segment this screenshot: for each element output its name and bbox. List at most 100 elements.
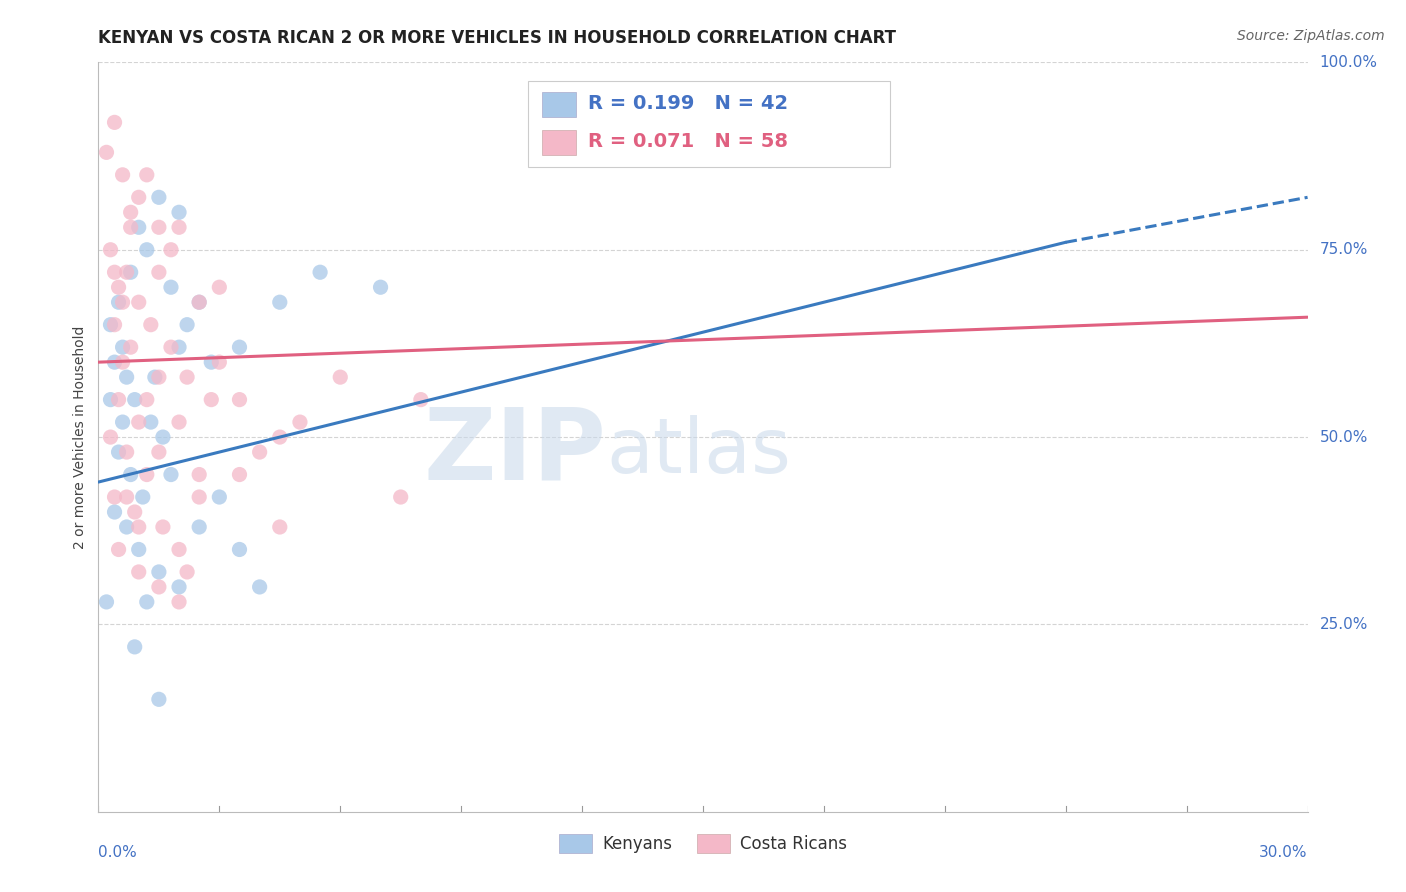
Point (208, 355, 231, 369)
Text: 75.0%: 75.0% (1320, 243, 1368, 257)
Point (148, 445, 170, 459)
Point (228, 542, 250, 557)
Point (128, 190, 150, 204)
Point (309, 265, 332, 279)
Point (135, 243, 157, 257)
Point (100, 318, 122, 332)
Y-axis label: 2 or more Vehicles in Household: 2 or more Vehicles in Household (73, 326, 87, 549)
Point (107, 295, 129, 310)
Point (176, 565, 198, 579)
Point (329, 370, 352, 384)
Point (124, 505, 146, 519)
Point (148, 565, 170, 579)
Legend: Kenyans, Costa Ricans: Kenyans, Costa Ricans (553, 827, 853, 860)
Point (111, 355, 134, 369)
Point (160, 340, 183, 354)
Point (167, 205, 190, 219)
Point (160, 467, 183, 482)
Point (135, 392, 157, 407)
Point (139, 415, 162, 429)
Point (103, 355, 125, 369)
Point (128, 295, 150, 310)
Point (100, 243, 122, 257)
Point (188, 295, 211, 310)
Point (176, 318, 198, 332)
Point (120, 340, 142, 354)
Point (228, 340, 250, 354)
Point (128, 565, 150, 579)
Point (115, 490, 138, 504)
Point (167, 220, 190, 235)
Point (148, 370, 170, 384)
Point (228, 467, 250, 482)
Point (288, 415, 311, 429)
Text: KENYAN VS COSTA RICAN 2 OR MORE VEHICLES IN HOUSEHOLD CORRELATION CHART: KENYAN VS COSTA RICAN 2 OR MORE VEHICLES… (98, 29, 897, 47)
Point (132, 490, 155, 504)
Point (200, 392, 222, 407)
Point (269, 520, 291, 534)
Point (107, 280, 129, 294)
Point (107, 542, 129, 557)
Point (152, 430, 174, 444)
Point (148, 220, 170, 235)
Point (103, 318, 125, 332)
Point (103, 490, 125, 504)
Point (188, 520, 211, 534)
Point (107, 392, 129, 407)
Point (120, 265, 142, 279)
Point (176, 370, 198, 384)
Point (148, 265, 170, 279)
Text: 25.0%: 25.0% (1320, 617, 1368, 632)
Point (200, 355, 222, 369)
Point (96, 145, 118, 160)
Point (120, 467, 142, 482)
Point (103, 115, 125, 129)
Point (120, 205, 142, 219)
Point (228, 392, 250, 407)
Point (111, 340, 134, 354)
Point (100, 430, 122, 444)
Point (115, 370, 138, 384)
FancyBboxPatch shape (543, 93, 576, 117)
Point (128, 415, 150, 429)
Point (128, 520, 150, 534)
Point (249, 580, 271, 594)
Point (269, 295, 291, 310)
Point (103, 265, 125, 279)
Point (269, 430, 291, 444)
Point (152, 520, 174, 534)
Text: Source: ZipAtlas.com: Source: ZipAtlas.com (1237, 29, 1385, 43)
Point (370, 280, 392, 294)
Point (208, 280, 231, 294)
Text: R = 0.071   N = 58: R = 0.071 N = 58 (588, 132, 789, 151)
Point (188, 490, 211, 504)
Point (115, 445, 138, 459)
Text: 30.0%: 30.0% (1260, 846, 1308, 861)
Point (188, 295, 211, 310)
Point (120, 220, 142, 235)
Point (160, 280, 183, 294)
Point (409, 392, 432, 407)
Point (148, 190, 170, 204)
Point (115, 520, 138, 534)
Point (107, 445, 129, 459)
Point (167, 542, 190, 557)
Point (167, 595, 190, 609)
Point (135, 595, 157, 609)
Point (167, 340, 190, 354)
Point (135, 168, 157, 182)
Text: R = 0.199   N = 42: R = 0.199 N = 42 (588, 95, 789, 113)
Point (208, 490, 231, 504)
Point (111, 295, 134, 310)
Text: atlas: atlas (606, 415, 792, 489)
Point (111, 415, 134, 429)
Point (103, 505, 125, 519)
Point (249, 445, 271, 459)
Point (139, 318, 162, 332)
Point (135, 467, 157, 482)
FancyBboxPatch shape (527, 81, 890, 168)
Point (128, 542, 150, 557)
Text: 50.0%: 50.0% (1320, 430, 1368, 444)
Text: 100.0%: 100.0% (1320, 55, 1378, 70)
Point (100, 392, 122, 407)
